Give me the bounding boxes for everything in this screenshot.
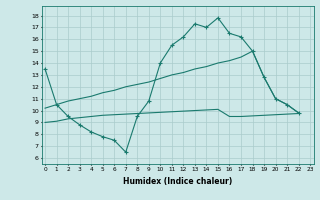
X-axis label: Humidex (Indice chaleur): Humidex (Indice chaleur)	[123, 177, 232, 186]
